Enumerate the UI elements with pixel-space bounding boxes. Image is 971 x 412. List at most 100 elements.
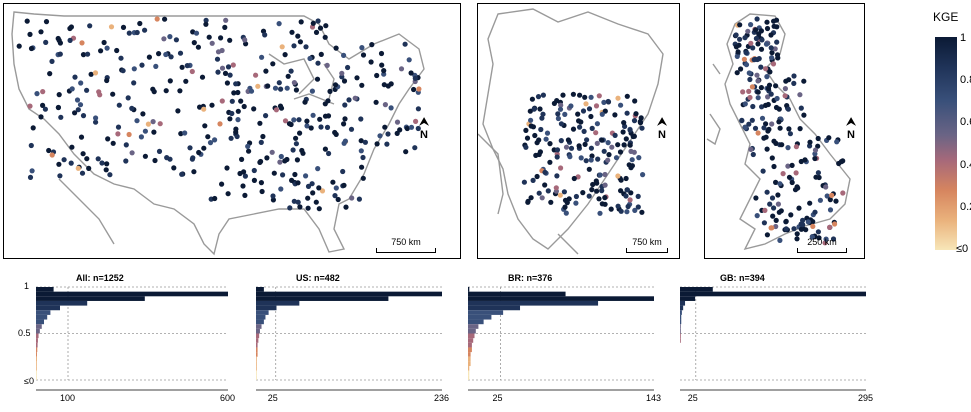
station-dot xyxy=(241,103,247,110)
station-dot xyxy=(758,64,764,70)
legend-tick: 1 xyxy=(960,32,967,44)
station-dot xyxy=(767,201,773,207)
station-dot xyxy=(588,145,594,151)
station-dot xyxy=(253,72,259,78)
station-dot xyxy=(315,60,321,66)
map-gb-panel: ⮝ N 250 km xyxy=(704,3,865,259)
histogram-bar xyxy=(680,291,866,297)
station-dot xyxy=(530,124,536,130)
station-dot xyxy=(189,68,195,75)
station-dot xyxy=(759,104,765,110)
station-dot xyxy=(196,149,202,156)
station-dot xyxy=(56,37,62,44)
station-dot xyxy=(586,166,592,172)
station-dot xyxy=(624,93,630,99)
station-dot xyxy=(798,105,804,111)
station-dot xyxy=(85,51,91,57)
station-dot xyxy=(595,156,601,162)
histogram-bar xyxy=(680,319,682,325)
station-dot xyxy=(605,140,611,146)
histogram-bar xyxy=(256,314,266,320)
histogram-bar xyxy=(468,342,472,348)
histogram-bar xyxy=(256,375,257,380)
station-dot xyxy=(765,85,772,92)
station-dot xyxy=(777,125,783,131)
histogram-bar xyxy=(680,324,681,329)
station-dot xyxy=(792,187,799,193)
station-dot xyxy=(578,155,584,161)
station-dot xyxy=(27,174,34,180)
station-dot xyxy=(615,203,621,209)
station-dot xyxy=(77,102,84,108)
station-dot xyxy=(167,34,173,40)
station-dot xyxy=(332,129,338,136)
station-dot xyxy=(612,132,618,138)
histogram-bar xyxy=(256,342,258,348)
y-tick-label: ≤0 xyxy=(24,376,34,386)
station-dot xyxy=(235,89,241,96)
station-dot xyxy=(597,210,603,216)
station-dot xyxy=(269,149,275,155)
station-dot xyxy=(553,185,559,191)
station-dot xyxy=(398,66,405,72)
legend-colorbar xyxy=(935,37,957,250)
station-dot xyxy=(93,115,99,121)
station-dot xyxy=(289,29,295,35)
station-dot xyxy=(791,80,797,86)
station-dot xyxy=(142,153,148,159)
station-dot xyxy=(542,169,548,175)
histogram-bar xyxy=(36,324,42,329)
station-dot xyxy=(632,98,638,104)
histogram-bar xyxy=(680,333,681,339)
station-dot xyxy=(163,51,169,58)
station-dot xyxy=(145,121,151,127)
station-dot xyxy=(240,183,246,189)
station-dot xyxy=(86,165,92,171)
station-dot xyxy=(161,36,167,42)
station-dot xyxy=(359,82,365,88)
station-dot xyxy=(201,106,207,112)
station-dot xyxy=(146,54,152,60)
gb-outline xyxy=(706,13,851,251)
station-dot xyxy=(615,142,621,148)
station-dot xyxy=(558,121,564,127)
station-dot xyxy=(341,140,347,146)
station-dot xyxy=(57,173,63,179)
station-dot xyxy=(303,44,309,50)
station-dot xyxy=(114,47,120,54)
station-dot xyxy=(358,116,364,122)
station-dot xyxy=(287,205,293,211)
station-dot xyxy=(764,146,770,152)
legend-title: KGE xyxy=(933,10,959,24)
station-dot xyxy=(330,179,336,185)
station-dot xyxy=(793,170,799,176)
station-dot xyxy=(771,205,777,211)
histogram-bar xyxy=(468,296,654,301)
station-dot xyxy=(341,52,347,59)
station-dot xyxy=(768,45,774,51)
station-dot xyxy=(635,193,641,199)
histogram-title: GB: n=394 xyxy=(720,273,765,283)
station-dot xyxy=(156,51,162,57)
station-dot xyxy=(761,220,767,226)
station-dot xyxy=(304,118,310,124)
station-dot xyxy=(528,117,534,123)
station-dot xyxy=(742,101,748,107)
station-dot xyxy=(325,98,331,104)
legend-tick: ≤0 xyxy=(956,243,969,255)
histogram-bar xyxy=(256,333,260,339)
station-dot xyxy=(769,50,775,56)
station-dot xyxy=(786,77,792,83)
station-dot xyxy=(623,175,629,182)
histogram-svg xyxy=(680,286,866,391)
station-dot xyxy=(223,17,229,23)
station-dot xyxy=(571,175,577,182)
station-dot xyxy=(156,148,163,154)
histogram-bar xyxy=(468,370,470,376)
station-dot xyxy=(292,171,298,178)
station-dot xyxy=(602,195,608,201)
histogram-bar xyxy=(36,375,37,380)
histogram-bar xyxy=(36,370,37,376)
legend-tick: 0.4 xyxy=(960,159,971,171)
station-dot xyxy=(528,195,534,201)
